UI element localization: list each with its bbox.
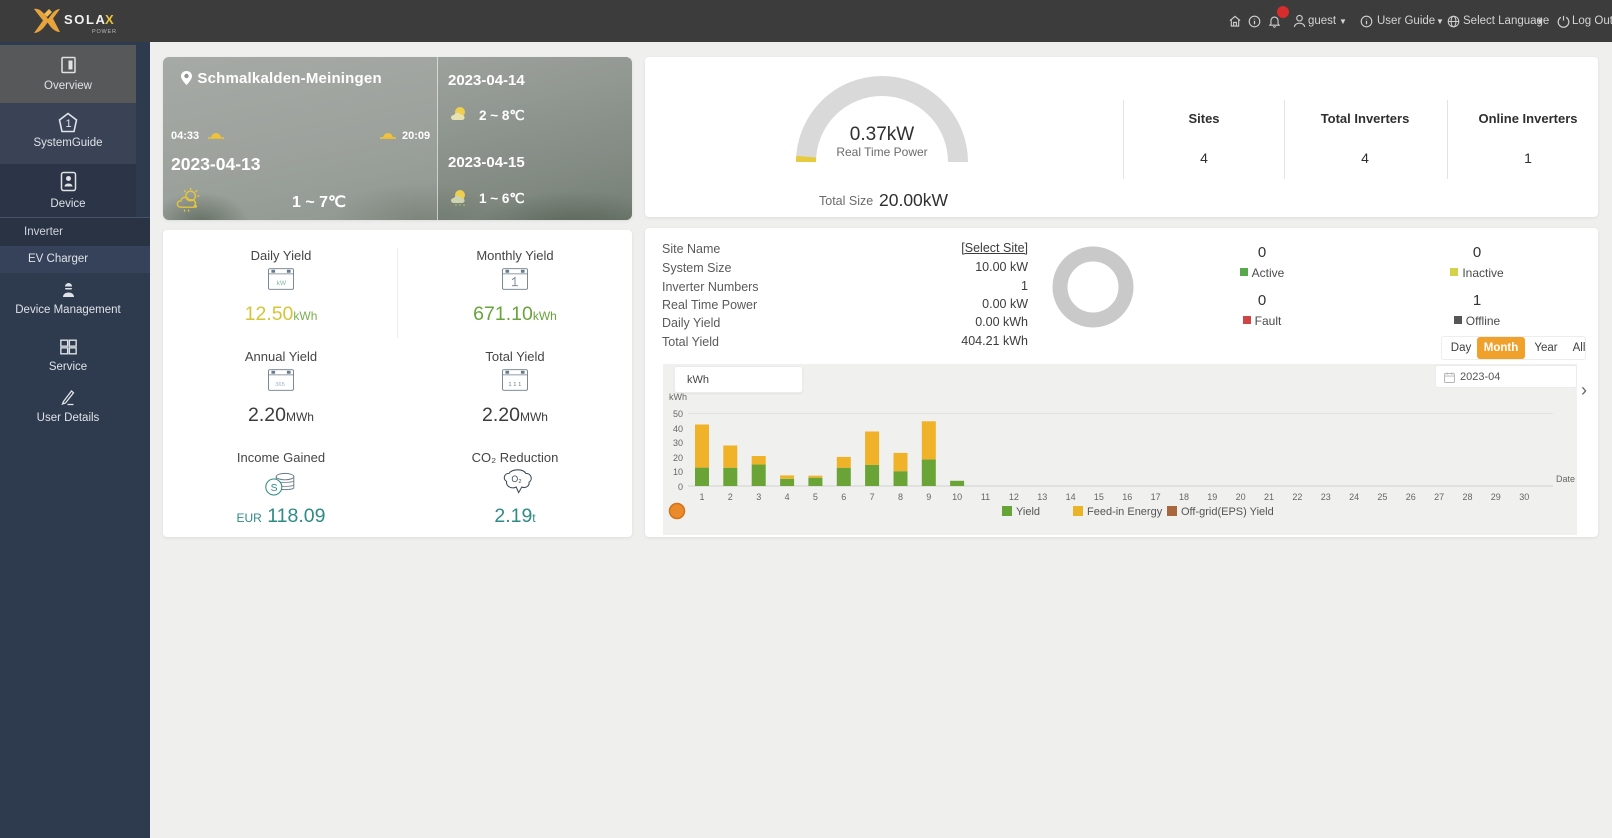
svg-text:kWh: kWh	[669, 392, 687, 402]
svg-text:23: 23	[1321, 492, 1331, 502]
svg-text:4: 4	[785, 492, 790, 502]
svg-text:20: 20	[1236, 492, 1246, 502]
svg-text:3: 3	[756, 492, 761, 502]
svg-text:22: 22	[1292, 492, 1302, 502]
svg-text:40: 40	[673, 424, 683, 434]
svg-text:12: 12	[1009, 492, 1019, 502]
svg-text:50: 50	[673, 409, 683, 419]
svg-text:26: 26	[1406, 492, 1416, 502]
svg-text:Feed-in Energy: Feed-in Energy	[1087, 506, 1163, 518]
svg-text:24: 24	[1349, 492, 1359, 502]
svg-text:10: 10	[952, 492, 962, 502]
svg-text:10: 10	[673, 467, 683, 477]
svg-text:Yield: Yield	[1016, 506, 1040, 518]
svg-text:18: 18	[1179, 492, 1189, 502]
svg-text:17: 17	[1151, 492, 1161, 502]
svg-text:1 1 1: 1 1 1	[508, 382, 521, 388]
svg-text:30: 30	[673, 438, 683, 448]
svg-text:5: 5	[813, 492, 818, 502]
svg-text:Date: Date	[1556, 474, 1575, 484]
svg-text:27: 27	[1434, 492, 1444, 502]
svg-text:30: 30	[1519, 492, 1529, 502]
svg-text:29: 29	[1491, 492, 1501, 502]
svg-text:1: 1	[66, 118, 72, 130]
svg-text:Off-grid(EPS) Yield: Off-grid(EPS) Yield	[1181, 506, 1274, 518]
svg-text:6: 6	[841, 492, 846, 502]
svg-text:14: 14	[1066, 492, 1076, 502]
svg-text:9: 9	[926, 492, 931, 502]
svg-text:8: 8	[898, 492, 903, 502]
svg-text:kW: kW	[277, 280, 287, 287]
svg-text:SOLA: SOLA	[64, 12, 107, 27]
svg-text:15: 15	[1094, 492, 1104, 502]
svg-text:X: X	[105, 12, 114, 27]
svg-text:25: 25	[1377, 492, 1387, 502]
svg-text:19: 19	[1207, 492, 1217, 502]
svg-text:13: 13	[1037, 492, 1047, 502]
svg-text:S: S	[271, 483, 278, 494]
svg-text:O₂: O₂	[511, 474, 521, 484]
svg-text:16: 16	[1122, 492, 1132, 502]
svg-text:365: 365	[275, 382, 286, 388]
svg-text:POWER: POWER	[92, 29, 117, 35]
svg-text:7: 7	[870, 492, 875, 502]
svg-text:0: 0	[678, 482, 683, 492]
svg-text:11: 11	[981, 492, 990, 502]
svg-text:28: 28	[1462, 492, 1472, 502]
svg-text:2: 2	[728, 492, 733, 502]
svg-text:1: 1	[699, 492, 704, 502]
svg-text:20: 20	[673, 453, 683, 463]
svg-text:21: 21	[1264, 492, 1274, 502]
